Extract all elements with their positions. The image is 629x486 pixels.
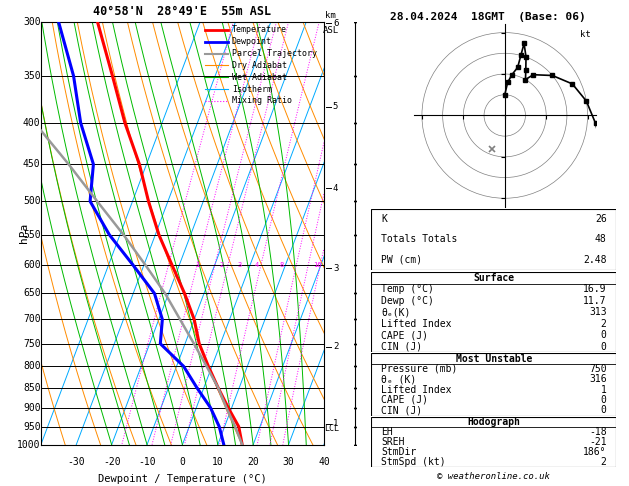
Text: 350: 350 bbox=[23, 71, 41, 81]
Text: 20: 20 bbox=[247, 457, 259, 468]
Text: 900: 900 bbox=[23, 403, 41, 413]
Text: -10: -10 bbox=[138, 457, 156, 468]
Text: 316: 316 bbox=[589, 374, 606, 384]
Text: θₑ (K): θₑ (K) bbox=[381, 374, 416, 384]
Text: km: km bbox=[325, 11, 336, 20]
Text: kt: kt bbox=[580, 30, 591, 39]
Text: 8: 8 bbox=[280, 262, 284, 268]
Text: Hodograph: Hodograph bbox=[467, 417, 520, 427]
Text: 11.7: 11.7 bbox=[583, 296, 606, 306]
Text: 2: 2 bbox=[220, 262, 224, 268]
Text: 6: 6 bbox=[333, 18, 338, 28]
Text: 750: 750 bbox=[589, 364, 606, 374]
Text: 750: 750 bbox=[23, 339, 41, 348]
Text: Mixing Ratio: Mixing Ratio bbox=[232, 96, 292, 105]
Text: Lifted Index: Lifted Index bbox=[381, 319, 452, 329]
Text: 700: 700 bbox=[23, 314, 41, 325]
Text: 313: 313 bbox=[589, 307, 606, 317]
Text: LCL: LCL bbox=[324, 424, 339, 433]
Text: Lifted Index: Lifted Index bbox=[381, 384, 452, 395]
Text: 0: 0 bbox=[601, 342, 606, 352]
Text: CIN (J): CIN (J) bbox=[381, 342, 422, 352]
Text: hPa: hPa bbox=[19, 223, 29, 243]
Text: 600: 600 bbox=[23, 260, 41, 270]
Text: 0: 0 bbox=[179, 457, 186, 468]
Text: 300: 300 bbox=[23, 17, 41, 27]
Text: 950: 950 bbox=[23, 422, 41, 432]
Text: -18: -18 bbox=[589, 427, 606, 436]
Text: Dewpoint / Temperature (°C): Dewpoint / Temperature (°C) bbox=[98, 474, 267, 484]
Text: 0: 0 bbox=[601, 330, 606, 340]
Text: ASL: ASL bbox=[323, 26, 338, 35]
Text: 2.48: 2.48 bbox=[583, 255, 606, 264]
Text: 3: 3 bbox=[237, 262, 242, 268]
Text: EH: EH bbox=[381, 427, 392, 436]
Text: Most Unstable: Most Unstable bbox=[455, 353, 532, 364]
Text: -21: -21 bbox=[589, 436, 606, 447]
Text: CAPE (J): CAPE (J) bbox=[381, 330, 428, 340]
Text: 10: 10 bbox=[212, 457, 224, 468]
Text: Wet Adiabat: Wet Adiabat bbox=[232, 73, 287, 82]
Text: Parcel Trajectory: Parcel Trajectory bbox=[232, 49, 317, 58]
Text: 28.04.2024  18GMT  (Base: 06): 28.04.2024 18GMT (Base: 06) bbox=[389, 12, 586, 22]
Text: 1: 1 bbox=[195, 262, 199, 268]
Text: K: K bbox=[381, 214, 387, 224]
Text: SREH: SREH bbox=[381, 436, 404, 447]
Text: 1000: 1000 bbox=[17, 440, 41, 450]
Text: 2: 2 bbox=[333, 343, 338, 351]
Text: -20: -20 bbox=[103, 457, 121, 468]
Text: Temperature: Temperature bbox=[232, 25, 287, 35]
Text: 26: 26 bbox=[595, 214, 606, 224]
Text: 40°58'N  28°49'E  55m ASL: 40°58'N 28°49'E 55m ASL bbox=[93, 5, 272, 17]
Text: 186°: 186° bbox=[583, 447, 606, 456]
Text: CIN (J): CIN (J) bbox=[381, 405, 422, 416]
Text: -30: -30 bbox=[67, 457, 85, 468]
Text: © weatheronline.co.uk: © weatheronline.co.uk bbox=[437, 472, 550, 481]
Text: 450: 450 bbox=[23, 159, 41, 169]
Text: CAPE (J): CAPE (J) bbox=[381, 395, 428, 405]
Text: 1: 1 bbox=[601, 384, 606, 395]
Text: PW (cm): PW (cm) bbox=[381, 255, 422, 264]
Text: 2: 2 bbox=[601, 456, 606, 467]
Text: 48: 48 bbox=[595, 234, 606, 244]
Text: 1: 1 bbox=[333, 419, 338, 428]
Text: 4: 4 bbox=[255, 262, 259, 268]
Text: 16: 16 bbox=[313, 262, 321, 268]
Text: StmSpd (kt): StmSpd (kt) bbox=[381, 456, 445, 467]
Text: 5: 5 bbox=[333, 102, 338, 111]
Text: 2: 2 bbox=[601, 319, 606, 329]
Text: Dry Adiabat: Dry Adiabat bbox=[232, 61, 287, 70]
Text: 16.9: 16.9 bbox=[583, 284, 606, 295]
Text: 3: 3 bbox=[333, 264, 338, 273]
Text: StmDir: StmDir bbox=[381, 447, 416, 456]
Text: Surface: Surface bbox=[473, 273, 515, 283]
Text: 0: 0 bbox=[601, 405, 606, 416]
Text: 650: 650 bbox=[23, 288, 41, 298]
Text: 0: 0 bbox=[601, 395, 606, 405]
Text: Pressure (mb): Pressure (mb) bbox=[381, 364, 457, 374]
Text: 550: 550 bbox=[23, 230, 41, 240]
Text: 850: 850 bbox=[23, 382, 41, 393]
Text: 800: 800 bbox=[23, 361, 41, 371]
Text: 400: 400 bbox=[23, 118, 41, 128]
Text: θₑ(K): θₑ(K) bbox=[381, 307, 410, 317]
Text: Dewp (°C): Dewp (°C) bbox=[381, 296, 434, 306]
Text: 500: 500 bbox=[23, 196, 41, 206]
Text: Totals Totals: Totals Totals bbox=[381, 234, 457, 244]
Text: 30: 30 bbox=[282, 457, 294, 468]
Text: Temp (°C): Temp (°C) bbox=[381, 284, 434, 295]
Text: 40: 40 bbox=[318, 457, 330, 468]
Text: 4: 4 bbox=[333, 184, 338, 193]
Text: Dewpoint: Dewpoint bbox=[232, 37, 272, 46]
Text: Isotherm: Isotherm bbox=[232, 85, 272, 94]
